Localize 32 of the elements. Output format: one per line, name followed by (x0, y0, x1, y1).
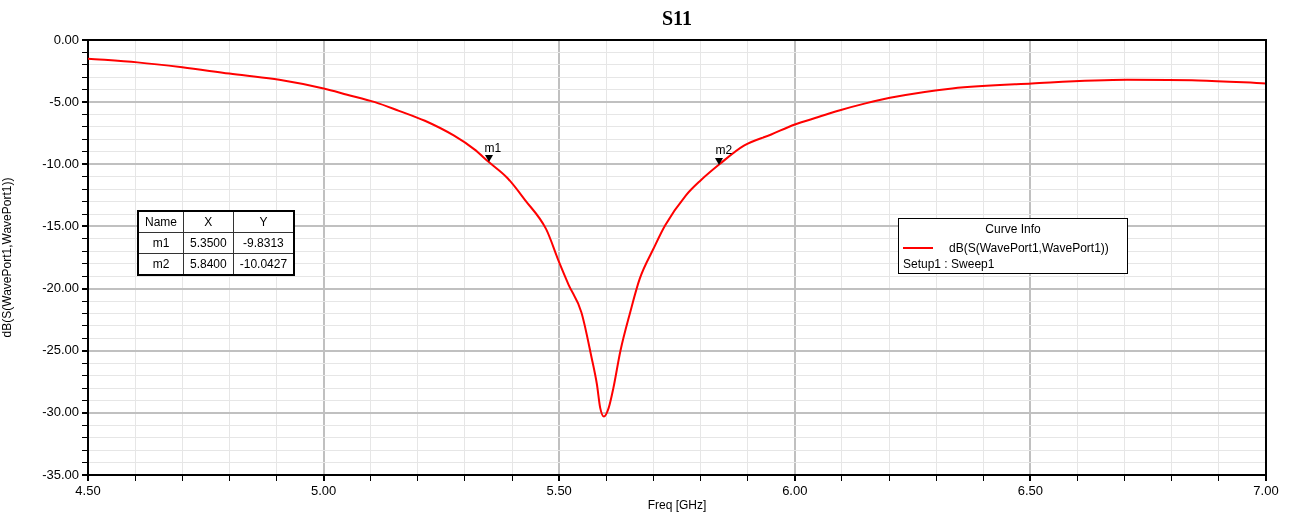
y-tick-label: -5.00 (49, 93, 79, 109)
y-tick-label: -10.00 (42, 155, 79, 171)
annotation: Setup1 : Sweep1 (902, 257, 996, 273)
annotation: Y (233, 211, 295, 233)
text: m1 (152, 236, 170, 250)
annotation: m1 (484, 140, 502, 155)
legend-title: Curve Info (984, 221, 1042, 238)
y-tick-label: -15.00 (42, 218, 79, 234)
y-axis-title: dB(S(WavePort1,WavePort1)) (0, 177, 14, 338)
chart-title: S11 (661, 7, 693, 30)
x-tick-label: 5.50 (546, 483, 572, 499)
text: m2 (152, 257, 170, 271)
x-tick-label: 6.00 (782, 483, 808, 499)
annotation: m2 (715, 143, 733, 158)
annotation: -10.0427 (233, 253, 295, 275)
annotation: 5.3500 (183, 232, 234, 254)
y-tick-label: -30.00 (42, 404, 79, 420)
y-tick-label: -20.00 (42, 280, 79, 296)
x-tick-label: 7.00 (1253, 483, 1279, 499)
x-tick-label: 4.50 (75, 483, 101, 499)
x-axis-title: Freq [GHz] (647, 498, 707, 513)
x-tick-label: 5.00 (310, 483, 337, 499)
annotation: 5.8400 (183, 253, 234, 275)
annotation: X (183, 211, 234, 233)
y-tick-label: -25.00 (42, 342, 79, 358)
annotation: -9.8313 (233, 232, 295, 254)
legend-label: dB(S(WavePort1,WavePort1)) (949, 241, 1109, 255)
line-series (88, 57, 1266, 418)
y-tick-label: -35.00 (42, 466, 79, 482)
x-tick-label: 6.50 (1017, 483, 1044, 499)
y-tick-label: 0.00 (53, 31, 79, 47)
annotation: Name (138, 211, 184, 233)
